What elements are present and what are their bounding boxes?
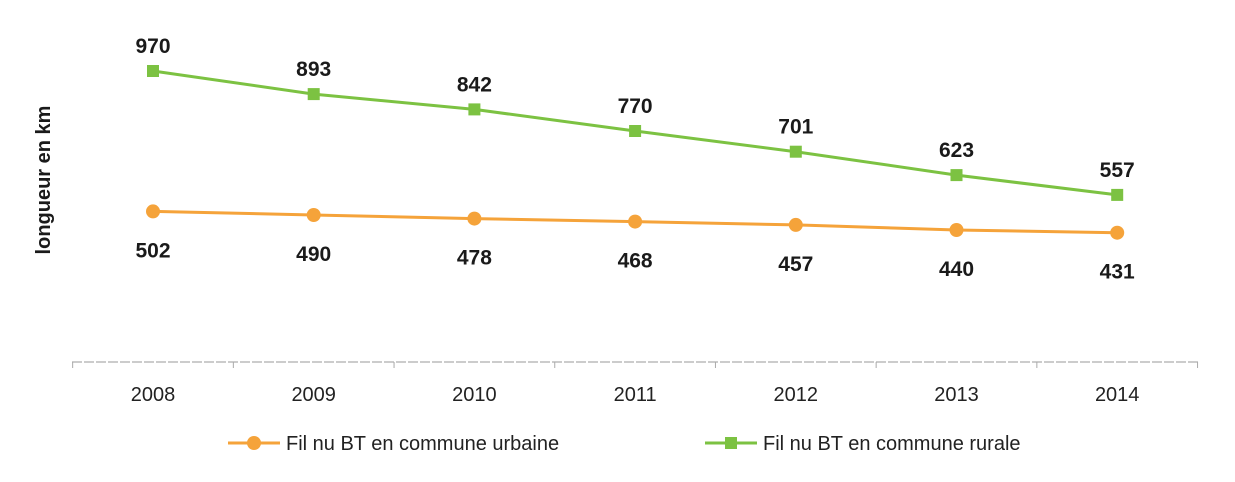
data-label: 431: [1100, 261, 1135, 284]
x-tick-label: 2009: [291, 384, 336, 406]
data-label: 842: [457, 73, 492, 96]
y-axis-label: longueur en km: [33, 106, 55, 255]
data-label: 490: [296, 243, 331, 266]
data-point: [949, 223, 964, 237]
data-label: 893: [296, 58, 331, 81]
data-label: 457: [778, 253, 813, 276]
data-point: [306, 208, 321, 222]
data-point: [950, 169, 963, 182]
data-label: 440: [939, 258, 974, 281]
data-point: [147, 65, 159, 77]
x-tick-label: 2010: [452, 384, 497, 406]
data-label: 502: [135, 239, 170, 262]
data-point: [146, 204, 160, 219]
legend-label: Fil nu BT en commune urbaine: [286, 433, 559, 455]
legend-marker: [725, 437, 737, 449]
data-label: 478: [457, 247, 492, 270]
data-point: [307, 88, 320, 101]
data-label: 701: [778, 116, 813, 139]
data-point: [788, 217, 803, 232]
x-tick-label: 2012: [774, 384, 819, 406]
data-point: [467, 211, 482, 226]
data-point: [468, 103, 481, 116]
data-point: [628, 214, 643, 229]
series-rurale: 970 893 842 770 701 623 557: [135, 35, 1135, 201]
data-point: [1111, 188, 1124, 201]
x-tick-label: 2013: [934, 384, 979, 406]
x-tick-label: 2014: [1095, 384, 1140, 406]
data-label: 468: [618, 250, 653, 273]
legend-item: Fil nu BT en commune urbaine: [228, 433, 559, 455]
x-tick-label: 2008: [131, 384, 176, 406]
data-point: [789, 145, 802, 158]
legend-marker: [247, 436, 261, 450]
data-point: [629, 125, 642, 137]
data-label: 970: [135, 35, 170, 58]
series-urbaine: 502 490 478 468 457 440 431: [135, 204, 1135, 284]
legend-label: Fil nu BT en commune rurale: [763, 433, 1021, 455]
data-label: 557: [1100, 159, 1135, 182]
data-label: 770: [618, 95, 653, 118]
x-tick-label: 2011: [614, 384, 657, 406]
data-label: 623: [939, 139, 974, 162]
data-point: [1110, 225, 1125, 240]
legend-item: Fil nu BT en commune rurale: [705, 433, 1021, 455]
